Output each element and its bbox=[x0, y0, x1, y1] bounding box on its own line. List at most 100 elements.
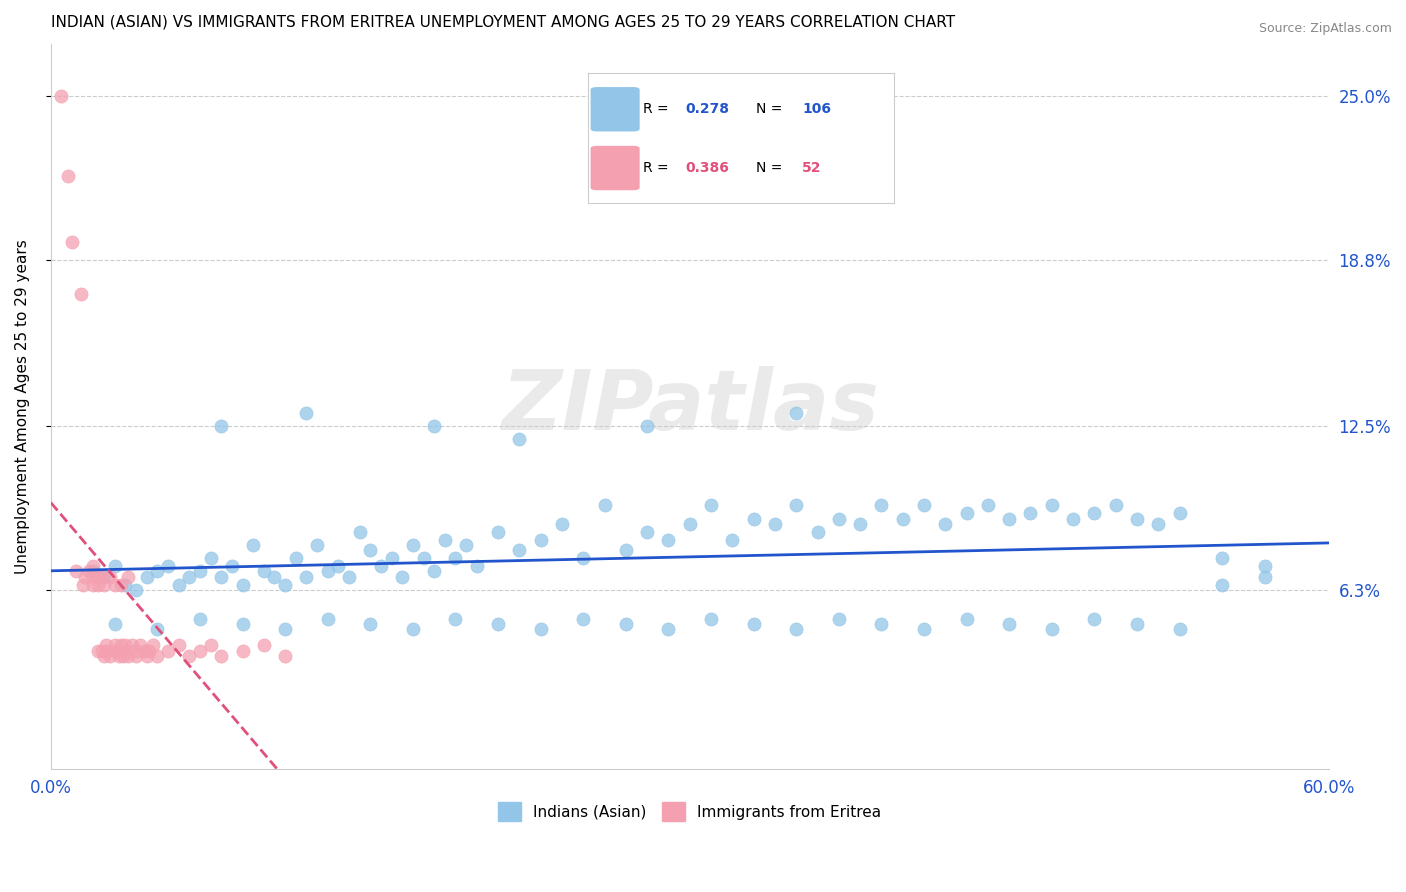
Point bbox=[870, 499, 893, 513]
Point bbox=[328, 559, 350, 574]
Point bbox=[657, 623, 679, 637]
Point bbox=[530, 533, 553, 547]
Point bbox=[60, 235, 83, 249]
Point bbox=[1168, 623, 1191, 637]
Point bbox=[135, 648, 157, 663]
Point bbox=[263, 570, 285, 584]
Point bbox=[200, 638, 222, 652]
Point bbox=[359, 617, 381, 632]
Point bbox=[51, 89, 73, 103]
Point bbox=[870, 617, 893, 632]
Point bbox=[955, 507, 977, 521]
Point bbox=[179, 570, 201, 584]
Point bbox=[295, 570, 318, 584]
Point bbox=[349, 524, 371, 539]
Point bbox=[891, 511, 914, 525]
Point bbox=[93, 577, 115, 591]
Point bbox=[86, 577, 108, 591]
Point bbox=[231, 577, 253, 591]
Point bbox=[1083, 507, 1105, 521]
Point bbox=[391, 570, 413, 584]
Point bbox=[763, 516, 786, 531]
Point bbox=[146, 623, 169, 637]
Point bbox=[96, 643, 118, 657]
Point bbox=[167, 577, 190, 591]
Point bbox=[1254, 559, 1277, 574]
Point bbox=[593, 499, 616, 513]
Y-axis label: Unemployment Among Ages 25 to 29 years: Unemployment Among Ages 25 to 29 years bbox=[15, 239, 30, 574]
Point bbox=[381, 551, 404, 566]
Point bbox=[146, 648, 169, 663]
Point bbox=[977, 499, 1000, 513]
Point bbox=[934, 516, 956, 531]
Point bbox=[551, 516, 574, 531]
Point bbox=[572, 551, 595, 566]
Point bbox=[221, 559, 243, 574]
Point bbox=[100, 648, 122, 663]
Point bbox=[73, 570, 96, 584]
Point bbox=[955, 612, 977, 626]
Point bbox=[114, 577, 136, 591]
Point bbox=[65, 565, 87, 579]
Point bbox=[614, 617, 637, 632]
Point bbox=[188, 565, 211, 579]
Point bbox=[742, 617, 765, 632]
Point bbox=[93, 570, 115, 584]
Point bbox=[104, 577, 127, 591]
Point bbox=[465, 559, 488, 574]
Point bbox=[93, 648, 115, 663]
Point bbox=[56, 169, 79, 183]
Point bbox=[1147, 516, 1170, 531]
Point bbox=[370, 559, 392, 574]
Point bbox=[1254, 570, 1277, 584]
Point bbox=[104, 638, 127, 652]
Point bbox=[96, 638, 118, 652]
Point bbox=[305, 538, 328, 552]
Point bbox=[1126, 511, 1149, 525]
Point bbox=[82, 559, 104, 574]
Point bbox=[828, 511, 851, 525]
Point bbox=[657, 533, 679, 547]
Point bbox=[112, 648, 135, 663]
Point bbox=[117, 570, 139, 584]
Point bbox=[806, 524, 828, 539]
Point bbox=[636, 419, 658, 434]
Point bbox=[295, 406, 318, 420]
Point bbox=[636, 524, 658, 539]
Point bbox=[1040, 499, 1063, 513]
Point bbox=[742, 511, 765, 525]
Point bbox=[179, 648, 201, 663]
Point bbox=[104, 643, 127, 657]
Point bbox=[423, 565, 446, 579]
Point bbox=[100, 570, 122, 584]
Point bbox=[508, 543, 530, 558]
Point bbox=[200, 551, 222, 566]
Point bbox=[69, 287, 91, 301]
Point bbox=[209, 648, 232, 663]
Point bbox=[104, 559, 127, 574]
Point bbox=[86, 643, 108, 657]
Point bbox=[188, 612, 211, 626]
Point bbox=[785, 499, 807, 513]
Point bbox=[274, 577, 297, 591]
Point bbox=[359, 543, 381, 558]
Point bbox=[110, 577, 132, 591]
Point bbox=[135, 570, 157, 584]
Point bbox=[423, 419, 446, 434]
Point bbox=[125, 582, 148, 597]
Point bbox=[117, 648, 139, 663]
Point bbox=[1083, 612, 1105, 626]
Point bbox=[121, 638, 143, 652]
Point bbox=[138, 643, 160, 657]
Point bbox=[209, 570, 232, 584]
Point bbox=[614, 543, 637, 558]
Point bbox=[253, 565, 276, 579]
Point bbox=[134, 643, 156, 657]
Point bbox=[828, 612, 851, 626]
Point bbox=[72, 577, 94, 591]
Point bbox=[82, 565, 104, 579]
Point bbox=[486, 617, 509, 632]
Point bbox=[402, 538, 425, 552]
Point bbox=[125, 648, 148, 663]
Legend: Indians (Asian), Immigrants from Eritrea: Indians (Asian), Immigrants from Eritrea bbox=[492, 797, 887, 827]
